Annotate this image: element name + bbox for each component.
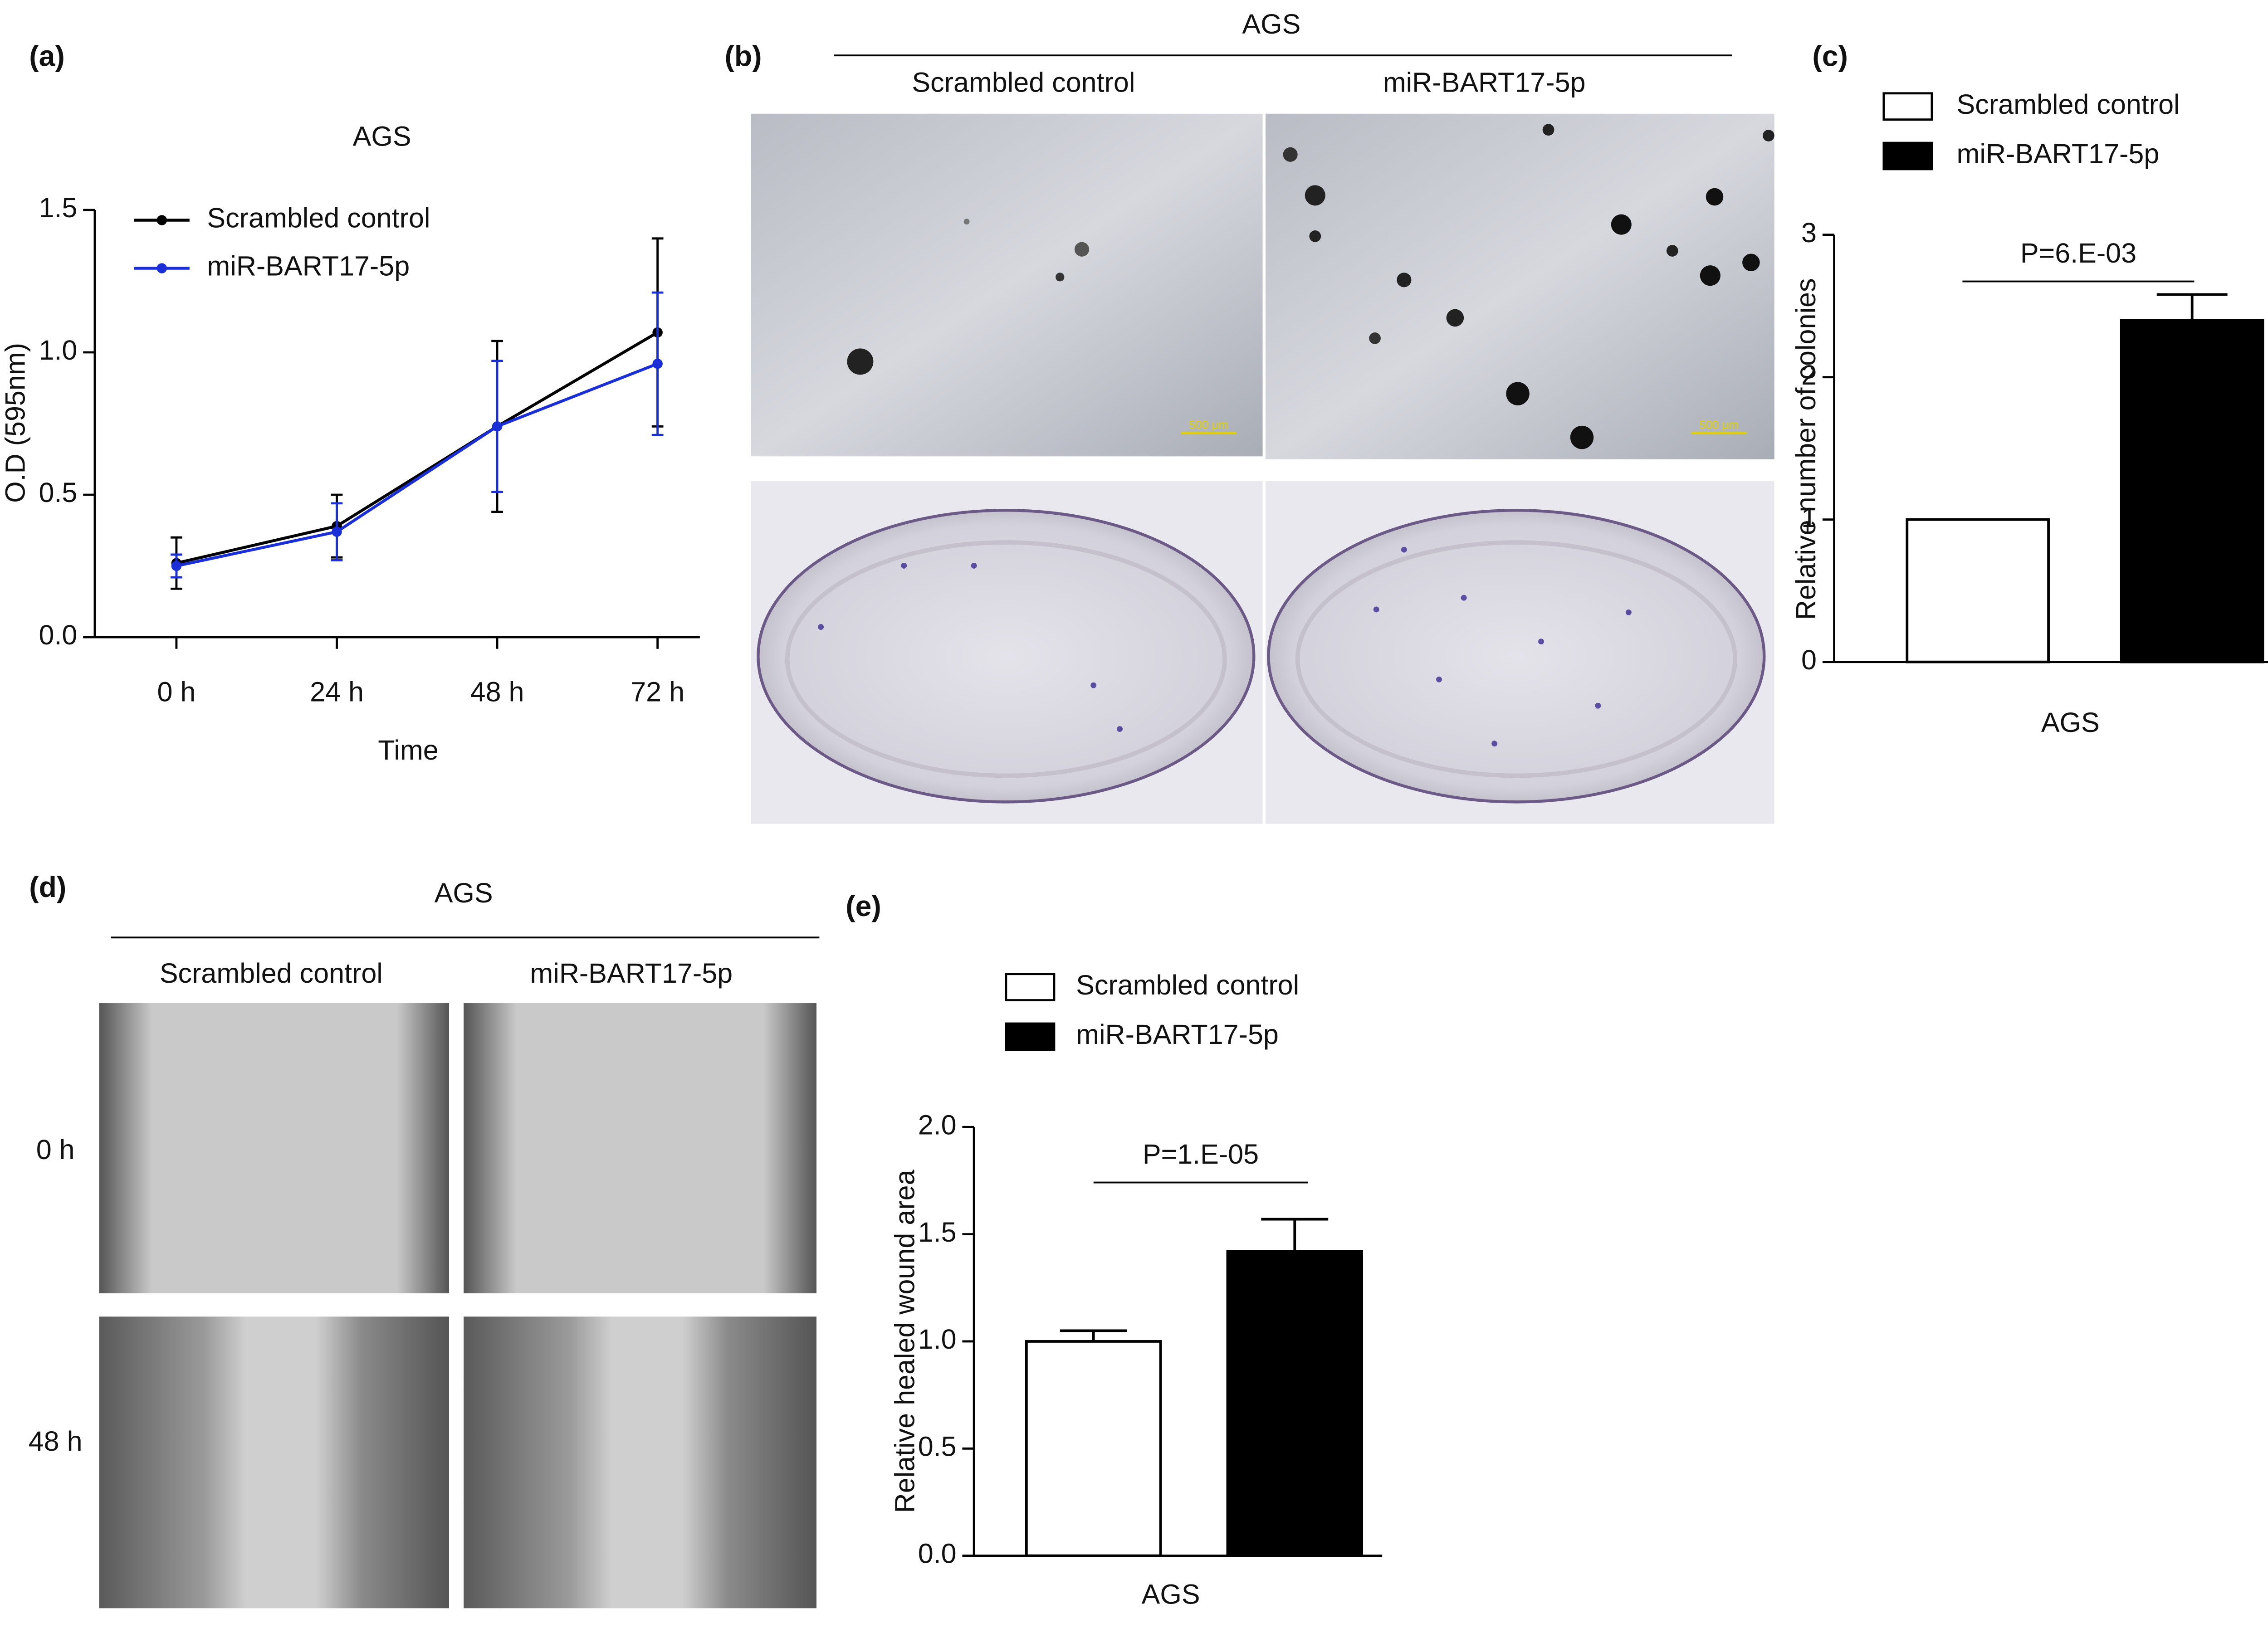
y-axis-label: Relative healed wound area <box>889 1170 920 1513</box>
panel-title: AGS <box>435 877 493 908</box>
error-bar <box>1261 1218 1329 1252</box>
legend-swatch <box>1005 973 1056 1002</box>
legend-swatch <box>1005 1022 1056 1051</box>
x-tick-label: 24 h <box>310 677 364 707</box>
line <box>176 362 658 568</box>
column-label: miR-BART17-5p <box>1383 67 1586 98</box>
y-tick-label: 3 <box>1801 217 1817 248</box>
error-bar <box>1060 1329 1127 1341</box>
y-tick-label: 0.0 <box>918 1538 957 1569</box>
y-tick-label: 2 <box>1801 360 1817 390</box>
y-tick-label: 0 <box>1801 644 1817 675</box>
y-tick-label: 1.0 <box>918 1324 957 1355</box>
legend-swatch <box>1882 141 1933 171</box>
bar <box>1025 1340 1162 1557</box>
y-tick-label: 0.5 <box>918 1431 957 1462</box>
annotation: P=6.E-03 <box>2020 238 2136 268</box>
line <box>176 331 659 565</box>
annotation: P=1.E-05 <box>1143 1139 1259 1170</box>
legend-label: Scrambled control <box>1076 970 1299 1000</box>
image-micro-control: 500 μm <box>751 113 1263 457</box>
legend-marker <box>156 263 167 273</box>
y-tick-label: 1.0 <box>39 335 77 366</box>
image-wound <box>464 1316 816 1609</box>
column-label: Scrambled control <box>912 67 1135 98</box>
column-label: Scrambled control <box>160 958 383 989</box>
image-wound <box>99 1316 450 1609</box>
image-wound <box>99 1003 450 1293</box>
image-wound <box>464 1003 816 1293</box>
image-dish-control <box>751 481 1263 824</box>
error-bar <box>2156 293 2228 321</box>
image-micro-mir: 500 μm <box>1266 113 1774 459</box>
y-tick-label: 1.5 <box>918 1217 957 1248</box>
legend-label: miR-BART17-5p <box>1957 138 2160 169</box>
y-axis-label: O.D (595nm) <box>0 343 31 503</box>
y-tick-label: 1.5 <box>39 192 77 223</box>
y-tick-label: 1 <box>1801 502 1817 533</box>
point <box>652 358 663 369</box>
row-label: 0 h <box>36 1134 75 1165</box>
legend-label: miR-BART17-5p <box>207 251 410 282</box>
panel-label: (b) <box>725 40 762 73</box>
x-tick-label: 0 h <box>157 677 196 707</box>
x-tick-label: 72 h <box>631 677 684 707</box>
image-dish-mir <box>1266 481 1774 824</box>
x-tick-label: AGS <box>1142 1579 1200 1610</box>
legend-label: miR-BART17-5p <box>1076 1019 1279 1050</box>
bar <box>2120 319 2264 663</box>
point <box>171 561 182 571</box>
panel-label: (e) <box>846 890 881 922</box>
point <box>492 421 503 432</box>
column-label: miR-BART17-5p <box>530 958 733 989</box>
legend-swatch <box>1882 92 1933 121</box>
scale-label: 500 μm <box>1700 419 1739 432</box>
scale-label: 500 μm <box>1189 419 1228 432</box>
x-tick-label: AGS <box>2041 707 2100 738</box>
x-axis-label: Time <box>378 735 438 765</box>
chart-title: AGS <box>353 121 411 152</box>
bar <box>1906 518 2050 663</box>
panel-label: (a) <box>29 40 65 73</box>
legend-marker <box>156 215 167 225</box>
panel-label: (c) <box>1812 40 1848 73</box>
point <box>332 526 342 537</box>
legend-label: Scrambled control <box>1957 89 2180 120</box>
y-tick-label: 0.5 <box>39 477 77 508</box>
x-tick-label: 48 h <box>470 677 524 707</box>
bar <box>1226 1250 1364 1557</box>
legend-label: Scrambled control <box>207 203 430 234</box>
panel-title: AGS <box>1242 9 1300 39</box>
panel-label: (d) <box>29 871 66 903</box>
y-axis-label: Relative number of colonies <box>1790 278 1821 620</box>
y-tick-label: 0.0 <box>39 619 77 650</box>
row-label: 48 h <box>29 1426 83 1457</box>
y-tick-label: 2.0 <box>918 1109 957 1140</box>
